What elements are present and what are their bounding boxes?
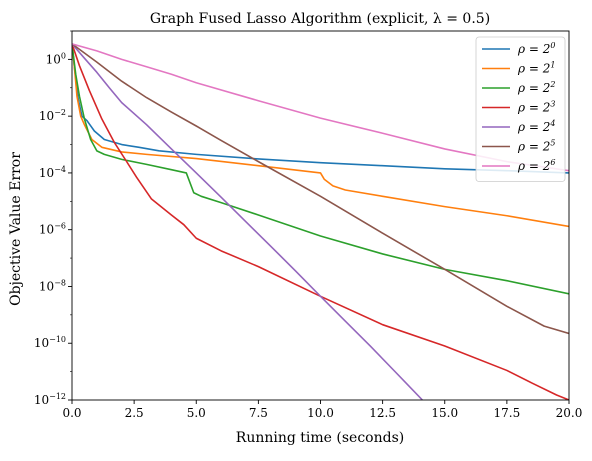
series-line-rho-2-5	[72, 43, 569, 335]
x-tick-label: 0.0	[62, 406, 81, 420]
y-tick-label: 10−6	[39, 222, 66, 237]
series-line-rho-2-1	[72, 43, 569, 228]
series-line-rho-2-6	[72, 43, 569, 172]
y-tick-label: 10−12	[34, 392, 66, 407]
series-line-rho-2-0	[72, 43, 569, 174]
legend-label-rho-2-1: ρ = 21	[517, 61, 555, 76]
y-axis-label: Objective Value Error	[8, 152, 24, 306]
legend: ρ = 20 ρ = 21 ρ = 22 ρ = 23 ρ = 24 ρ = 25 ρ = …	[475, 36, 566, 182]
y-tick-label: 10−2	[39, 108, 66, 123]
legend-label-rho-2-6: ρ = 26	[517, 158, 555, 173]
legend-label-rho-2-0: ρ = 20	[517, 41, 555, 56]
x-tick-label: 10.0	[307, 406, 334, 420]
x-tick-label: 7.5	[249, 406, 268, 420]
x-tick-label: 15.0	[431, 406, 458, 420]
x-axis-label: Running time (seconds)	[236, 430, 404, 446]
y-tick-label: 10−10	[34, 335, 66, 350]
y-tick-label: 10−4	[39, 165, 66, 180]
series-line-rho-2-2	[72, 43, 569, 295]
x-tick-label: 5.0	[187, 406, 206, 420]
series-line-rho-2-4	[72, 43, 423, 400]
x-tick-label: 12.5	[369, 406, 396, 420]
legend-label-rho-2-5: ρ = 25	[517, 139, 555, 154]
y-tick-label: 10−8	[39, 278, 66, 293]
x-tick-label: 17.5	[494, 406, 521, 420]
legend-label-rho-2-2: ρ = 22	[517, 80, 555, 95]
legend-label-rho-2-3: ρ = 23	[517, 100, 555, 115]
legend-box	[475, 36, 566, 182]
legend-label-rho-2-4: ρ = 24	[517, 119, 555, 134]
chart-title: Graph Fused Lasso Algorithm (explicit, λ…	[150, 11, 490, 27]
x-tick-label: 20.0	[556, 406, 583, 420]
series-line-rho-2-3	[72, 43, 569, 400]
y-tick-label: 100	[46, 51, 66, 66]
x-tick-label: 2.5	[125, 406, 144, 420]
